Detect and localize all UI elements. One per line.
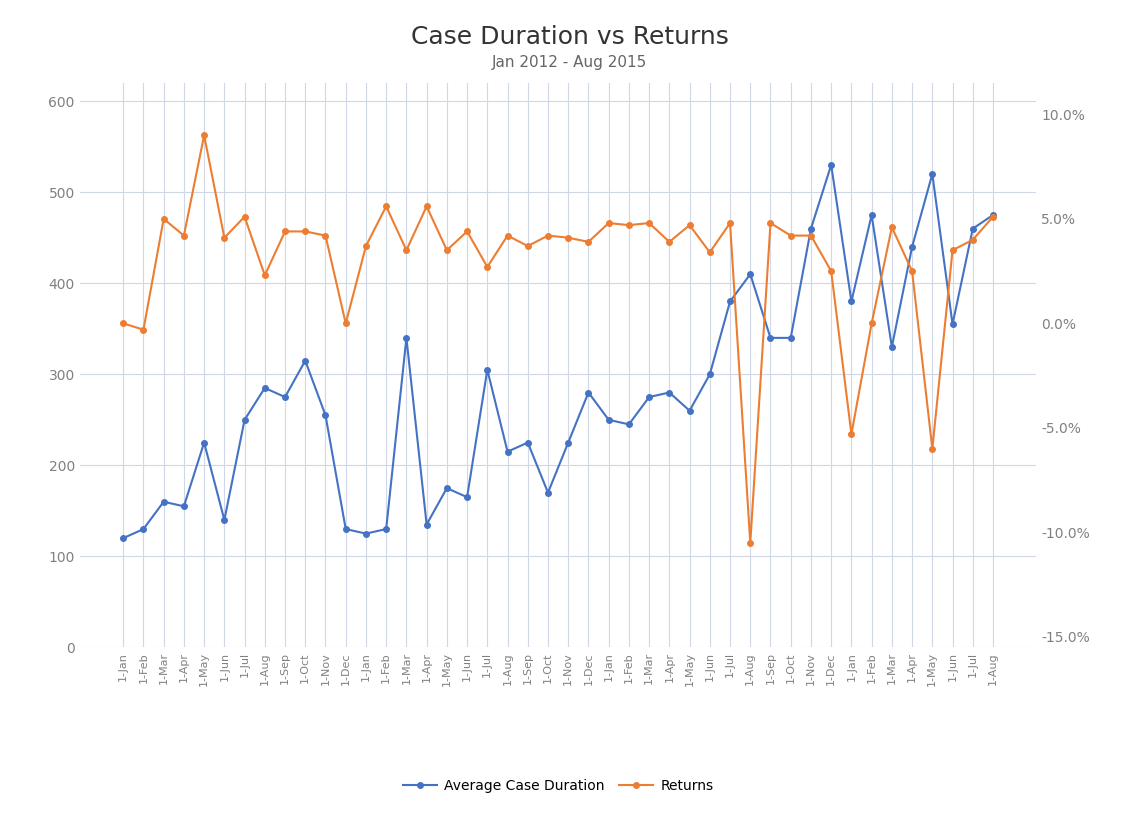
Average Case Duration	[926, 169, 940, 179]
Average Case Duration	[257, 383, 271, 393]
Average Case Duration	[784, 333, 797, 343]
Average Case Duration	[278, 392, 292, 402]
Returns	[945, 245, 959, 255]
Returns	[601, 218, 615, 228]
Average Case Duration	[319, 410, 333, 420]
Average Case Duration	[682, 406, 696, 416]
Average Case Duration	[481, 364, 494, 374]
Average Case Duration	[763, 333, 777, 343]
Average Case Duration	[298, 356, 312, 366]
Average Case Duration	[420, 520, 434, 530]
Average Case Duration	[885, 342, 899, 352]
Returns	[845, 429, 859, 439]
Returns	[339, 319, 353, 329]
Returns	[116, 319, 130, 329]
Returns	[622, 220, 636, 230]
Returns	[501, 231, 515, 241]
Returns	[562, 232, 575, 242]
Returns	[703, 247, 716, 257]
Average Case Duration	[986, 210, 1000, 220]
Average Case Duration	[400, 333, 413, 343]
Returns	[278, 227, 292, 237]
Average Case Duration	[379, 524, 393, 534]
Average Case Duration	[825, 160, 838, 170]
Average Case Duration	[601, 415, 615, 425]
Average Case Duration	[157, 497, 171, 507]
Returns	[926, 444, 940, 454]
Returns	[865, 319, 878, 329]
Average Case Duration	[804, 223, 818, 233]
Returns	[825, 266, 838, 276]
Average Case Duration	[906, 242, 919, 251]
Average Case Duration	[966, 223, 980, 233]
Average Case Duration	[460, 492, 474, 502]
Returns	[723, 218, 737, 228]
Average Case Duration	[865, 210, 878, 220]
Average Case Duration	[723, 296, 737, 306]
Returns	[460, 227, 474, 237]
Returns	[804, 231, 818, 241]
Returns	[744, 538, 757, 548]
Returns	[359, 241, 372, 251]
Returns	[157, 214, 171, 224]
Returns	[521, 241, 534, 251]
Average Case Duration	[238, 415, 252, 425]
Average Case Duration	[541, 488, 555, 498]
Average Case Duration	[501, 447, 515, 456]
Returns	[481, 262, 494, 272]
Average Case Duration	[945, 320, 959, 330]
Average Case Duration	[218, 515, 231, 525]
Returns	[298, 227, 312, 237]
Returns	[218, 232, 231, 242]
Returns	[966, 235, 980, 245]
Returns	[763, 218, 777, 228]
Average Case Duration	[582, 388, 596, 398]
Average Case Duration	[440, 483, 453, 493]
Returns	[400, 245, 413, 255]
Average Case Duration	[359, 529, 372, 539]
Returns	[682, 220, 696, 230]
Average Case Duration	[137, 524, 150, 534]
Returns	[986, 212, 1000, 222]
Returns	[541, 231, 555, 241]
Average Case Duration	[116, 533, 130, 543]
Returns	[257, 271, 271, 281]
Returns	[177, 231, 190, 241]
Returns	[319, 231, 333, 241]
Average Case Duration	[521, 437, 534, 447]
Average Case Duration	[339, 524, 353, 534]
Legend: Average Case Duration, Returns: Average Case Duration, Returns	[398, 774, 719, 798]
Returns	[906, 266, 919, 276]
Returns	[885, 222, 899, 232]
Line: Average Case Duration: Average Case Duration	[121, 162, 995, 541]
Average Case Duration	[197, 437, 211, 447]
Average Case Duration	[642, 392, 656, 402]
Returns	[642, 218, 656, 228]
Text: Jan 2012 - Aug 2015: Jan 2012 - Aug 2015	[492, 55, 647, 70]
Returns	[582, 237, 596, 247]
Returns	[197, 130, 211, 140]
Average Case Duration	[177, 501, 190, 511]
Returns	[137, 325, 150, 334]
Returns	[379, 202, 393, 212]
Average Case Duration	[744, 269, 757, 279]
Returns	[238, 212, 252, 222]
Returns	[420, 202, 434, 212]
Average Case Duration	[663, 388, 677, 398]
Line: Returns: Returns	[121, 133, 995, 545]
Text: Case Duration vs Returns: Case Duration vs Returns	[410, 26, 729, 49]
Average Case Duration	[562, 437, 575, 447]
Returns	[440, 245, 453, 255]
Returns	[784, 231, 797, 241]
Returns	[663, 237, 677, 247]
Average Case Duration	[703, 369, 716, 379]
Average Case Duration	[622, 419, 636, 429]
Average Case Duration	[845, 296, 859, 306]
